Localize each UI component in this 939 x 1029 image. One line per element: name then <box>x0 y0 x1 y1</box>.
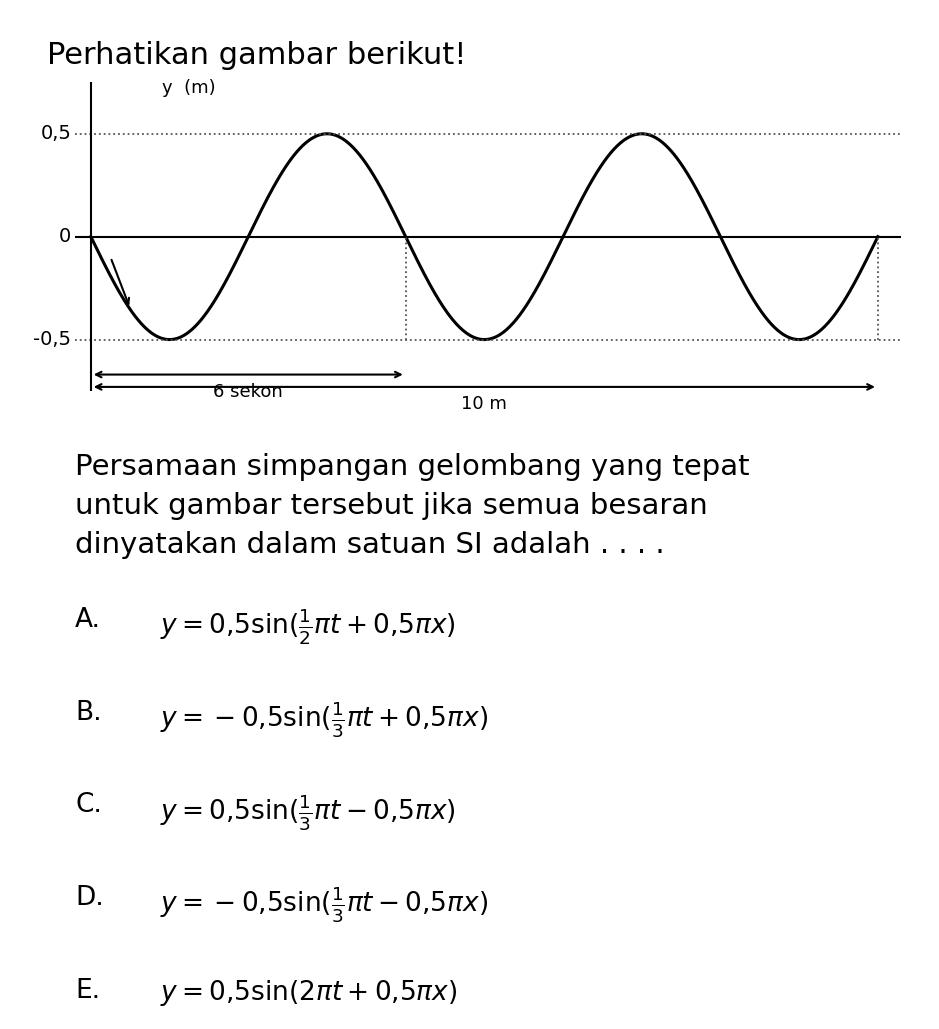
Text: Persamaan simpangan gelombang yang tepat
untuk gambar tersebut jika semua besara: Persamaan simpangan gelombang yang tepat… <box>75 453 749 559</box>
Text: -0,5: -0,5 <box>33 330 71 349</box>
Text: $y = -0{,}5 \sin (\frac{1}{3} \pi t - 0{,}5\pi x)$: $y = -0{,}5 \sin (\frac{1}{3} \pi t - 0{… <box>160 885 487 925</box>
Text: y  (m): y (m) <box>162 79 215 97</box>
Text: $y = 0{,}5 \sin (\frac{1}{3} \pi t - 0{,}5\pi x)$: $y = 0{,}5 \sin (\frac{1}{3} \pi t - 0{,… <box>160 792 455 832</box>
Text: 0: 0 <box>59 227 71 246</box>
Text: $y = 0{,}5 \sin (\frac{1}{2} \pi t + 0{,}5\pi x)$: $y = 0{,}5 \sin (\frac{1}{2} \pi t + 0{,… <box>160 607 455 647</box>
Text: $y = 0{,}5 \sin (2\pi t + 0{,}5\pi x)$: $y = 0{,}5 \sin (2\pi t + 0{,}5\pi x)$ <box>160 978 457 1007</box>
Text: D.: D. <box>75 885 104 911</box>
Text: E.: E. <box>75 978 100 1003</box>
Text: $y = -0{,}5 \sin (\frac{1}{3} \pi t + 0{,}5\pi x)$: $y = -0{,}5 \sin (\frac{1}{3} \pi t + 0{… <box>160 700 487 740</box>
Text: 10 m: 10 m <box>461 395 507 413</box>
Text: 6 sekon: 6 sekon <box>213 383 284 400</box>
Text: C.: C. <box>75 792 102 818</box>
Text: A.: A. <box>75 607 101 633</box>
Text: 0,5: 0,5 <box>40 125 71 143</box>
Text: Perhatikan gambar berikut!: Perhatikan gambar berikut! <box>47 41 467 70</box>
Text: B.: B. <box>75 700 101 725</box>
